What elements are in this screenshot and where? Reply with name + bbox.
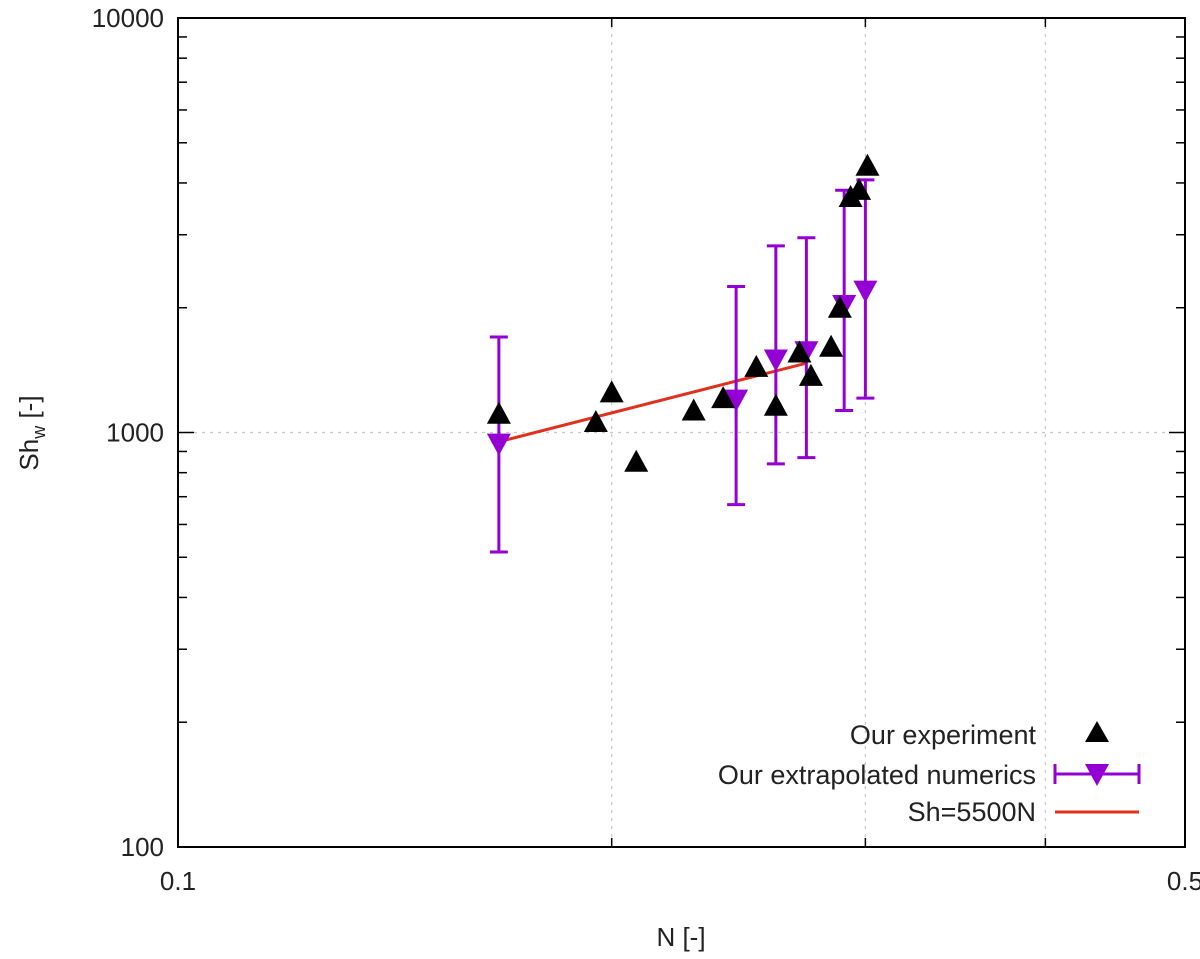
plot-frame (177, 17, 1186, 848)
x-tick-label: 0.1 (160, 866, 196, 896)
grid-lines (178, 18, 1185, 847)
numerics-point (763, 349, 788, 372)
x-axis-label: N [-] (656, 922, 705, 952)
legend: Our experiment Our extrapolated numerics… (718, 720, 1141, 827)
tick-labels: 100 1000 10000 0.1 0.5 (92, 3, 1200, 896)
legend-marker-experiment (1085, 721, 1109, 742)
experiment-point (711, 386, 736, 409)
y-axis-label-main: Sh (14, 439, 44, 471)
numerics-point (486, 433, 511, 456)
legend-label-fit: Sh=5500N (908, 797, 1036, 827)
experiment-point (798, 363, 823, 386)
experiment-point (599, 380, 624, 403)
y-tick-label: 100 (121, 832, 164, 862)
experiment-point (787, 340, 812, 363)
experiment-point (624, 449, 649, 472)
y-axis-label: Shw [-] (14, 395, 49, 470)
experiment-point (763, 393, 788, 416)
experiment-point (583, 410, 608, 433)
numerics-point (724, 389, 749, 412)
experiment-point (827, 295, 852, 318)
x-tick-label: 0.5 (1167, 866, 1200, 896)
y-axis-label-unit: [-] (14, 395, 44, 425)
y-tick-label: 1000 (106, 418, 164, 448)
experiment-point (744, 354, 769, 377)
legend-marker-numerics (1085, 764, 1109, 786)
experiment-point (486, 401, 511, 424)
experiment-point (819, 334, 844, 357)
experiment-point (847, 177, 872, 200)
plot-area (486, 153, 880, 554)
y-axis-label-subscript: w (29, 425, 49, 440)
legend-label-experiment: Our experiment (850, 720, 1037, 750)
experiment-point (681, 398, 706, 421)
y-tick-label: 10000 (92, 3, 164, 33)
numerics-point (853, 280, 878, 303)
experiment-point (855, 153, 880, 176)
legend-label-numerics: Our extrapolated numerics (718, 760, 1036, 790)
